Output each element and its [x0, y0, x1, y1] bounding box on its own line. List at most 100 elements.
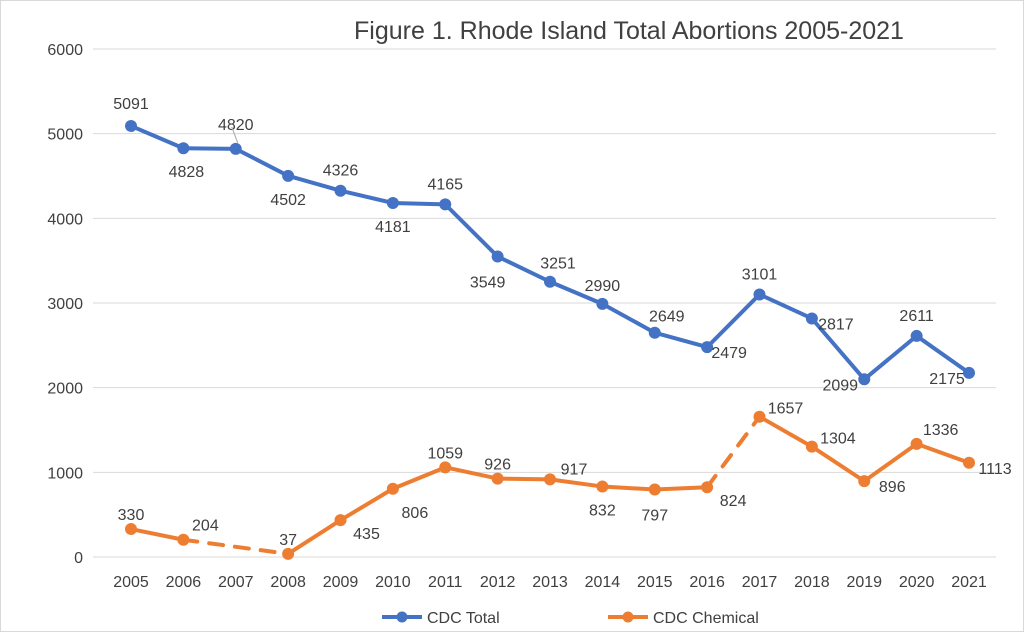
series-segment-cdc-total: [809, 316, 867, 382]
data-label: 204: [192, 518, 219, 535]
data-label: 917: [561, 461, 588, 478]
y-tick-label: 5000: [47, 127, 83, 144]
data-label: 832: [589, 503, 616, 520]
series-segment-cdc-total: [600, 301, 657, 335]
x-tick-label: 2012: [480, 574, 516, 591]
legend-dot-cdc-chemical: [622, 611, 634, 623]
data-point: [910, 329, 923, 342]
data-point: [753, 410, 766, 423]
x-tick-label: 2013: [532, 574, 568, 591]
x-tick-label: 2014: [585, 574, 621, 591]
series-segment-cdc-chemical: [443, 465, 500, 481]
data-label: 4828: [169, 164, 205, 181]
data-point: [648, 326, 661, 339]
legend: CDC Total CDC Chemical: [382, 610, 759, 627]
data-label: 435: [353, 526, 380, 543]
series-segment-cdc-chemical: [652, 485, 710, 492]
x-tick-label: 2006: [166, 574, 202, 591]
data-point: [177, 533, 190, 546]
data-label: 3549: [470, 275, 506, 292]
data-point: [177, 142, 190, 155]
y-tick-label: 1000: [47, 465, 83, 482]
data-label: 1336: [923, 422, 959, 439]
series-segment-cdc-total: [390, 201, 448, 207]
data-label: 1113: [978, 461, 1011, 478]
series-segment-cdc-total: [757, 292, 814, 321]
series-segment-cdc-chemical: [757, 414, 814, 449]
legend-label-cdc-chemical: CDC Chemical: [653, 610, 759, 627]
series-segment-cdc-chemical: [390, 465, 448, 491]
data-label: 1657: [768, 401, 804, 418]
series-segment-cdc-chemical: [548, 477, 605, 489]
data-point: [544, 275, 556, 288]
data-label: 2990: [585, 278, 621, 295]
y-tick-label: 2000: [47, 381, 83, 398]
data-label: 4820: [218, 117, 254, 134]
y-tick-label: 0: [74, 550, 83, 567]
x-tick-label: 2019: [846, 574, 882, 591]
data-point: [701, 341, 714, 354]
series-segment-cdc-chemical: [705, 414, 762, 490]
data-point: [386, 482, 399, 495]
data-label: 2611: [899, 308, 934, 325]
data-point: [386, 197, 399, 210]
data-label: 2479: [711, 345, 747, 362]
series-segment-cdc-total: [862, 333, 919, 382]
data-point: [282, 169, 295, 182]
legend-label-cdc-total: CDC Total: [427, 610, 500, 627]
data-label: 824: [720, 493, 747, 510]
data-label: 1304: [820, 431, 856, 448]
data-point: [648, 483, 661, 496]
leader-line: [231, 126, 239, 144]
x-tick-label: 2017: [742, 574, 778, 591]
series-segment-cdc-total: [129, 123, 186, 151]
series-segment-cdc-total: [338, 188, 395, 206]
data-label: 2099: [822, 377, 858, 394]
data-label: 1059: [427, 445, 463, 462]
series-segment-cdc-chemical: [286, 518, 343, 556]
data-label: 4165: [427, 176, 463, 193]
legend-dot-cdc-total: [396, 611, 408, 623]
data-label: 4326: [323, 163, 359, 180]
data-label: 2649: [649, 309, 685, 326]
series-segment-cdc-total: [233, 146, 291, 178]
data-label: 37: [279, 532, 297, 549]
data-label: 3101: [742, 266, 778, 283]
data-label: 4181: [375, 219, 411, 236]
x-tick-label: 2009: [323, 574, 359, 591]
series-segment-cdc-total: [443, 202, 500, 259]
data-point: [439, 198, 452, 211]
data-point: [858, 475, 871, 488]
series-segment-cdc-chemical: [129, 527, 186, 542]
data-point: [596, 297, 609, 310]
x-tick-label: 2008: [270, 574, 306, 591]
data-point: [282, 547, 295, 560]
x-tick-label: 2018: [794, 574, 830, 591]
x-tick-label: 2011: [428, 574, 463, 591]
y-tick-label: 6000: [47, 42, 83, 59]
data-point: [701, 481, 714, 494]
series-segment-cdc-chemical: [809, 444, 867, 484]
data-label: 3251: [540, 256, 576, 273]
series-segment-cdc-chemical: [181, 537, 291, 556]
series-segment-cdc-total: [652, 330, 710, 350]
series-segment-cdc-chemical: [495, 476, 552, 482]
x-tick-label: 2007: [218, 574, 254, 591]
series-segment-cdc-total: [181, 146, 238, 151]
data-point: [805, 312, 818, 325]
data-point: [805, 440, 818, 453]
series-segment-cdc-total: [548, 279, 605, 306]
data-point: [596, 480, 609, 493]
data-point: [491, 472, 504, 485]
data-point: [334, 514, 347, 527]
data-point: [491, 250, 504, 263]
series-segment-cdc-total: [914, 333, 971, 375]
data-label: 806: [402, 505, 429, 522]
data-point: [334, 184, 347, 197]
data-point: [963, 366, 975, 379]
series-segment-cdc-chemical: [600, 484, 657, 492]
data-point: [544, 473, 556, 486]
data-label: 896: [879, 479, 906, 496]
